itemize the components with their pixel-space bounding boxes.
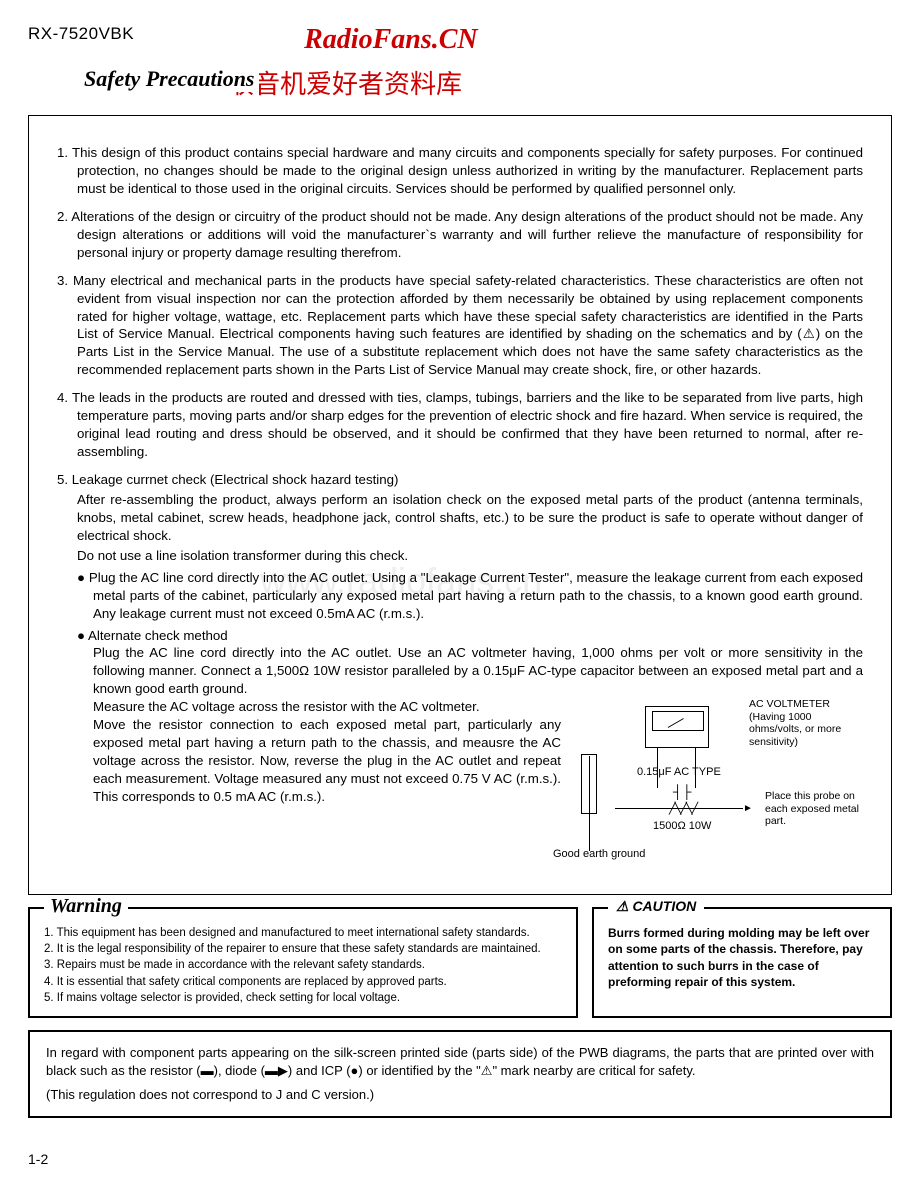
caution-text: Burrs formed during molding may be left …	[608, 925, 876, 990]
header-row: RX-7520VBK RadioFans.CN	[28, 24, 892, 56]
bullet2-body2: Measure the AC voltage across the resist…	[93, 699, 480, 714]
safety-item-4: 4. The leads in the products are routed …	[57, 389, 863, 461]
warning-item-4: 4. It is essential that safety critical …	[44, 974, 562, 990]
circuit-diagram: AC VOLTMETER (Having 1000 ohms/volts, or…	[573, 698, 863, 878]
warning-box: Warning 1. This equipment has been desig…	[28, 907, 578, 1017]
safety-item-5-body: After re-assembling the product, always …	[57, 491, 863, 545]
safety-item-2: 2. Alterations of the design or circuitr…	[57, 208, 863, 262]
safety-item-1: 1. This design of this product contains …	[57, 144, 863, 198]
capacitor-symbol: ┤├	[673, 784, 691, 799]
safety-item-5-note: Do not use a line isolation transformer …	[57, 547, 863, 565]
warning-title: Warning	[44, 895, 128, 918]
bottom-box: In regard with component parts appearing…	[28, 1030, 892, 1119]
safety-bullet-2-head: Alternate check method	[57, 627, 863, 645]
safety-item-5-head: 5. Leakage currnet check (Electrical sho…	[57, 471, 863, 489]
capacitor-label: 0.15μF AC TYPE	[637, 766, 721, 778]
safety-bullet-2-left: Measure the AC voltage across the resist…	[57, 698, 561, 878]
bottom-para-1: In regard with component parts appearing…	[46, 1044, 874, 1080]
warning-item-2: 2. It is the legal responsibility of the…	[44, 941, 562, 957]
resistor-label: 1500Ω 10W	[653, 820, 711, 832]
watermark-line2: 收音机爱好者资料库	[228, 64, 892, 101]
bottom-para-2: (This regulation does not correspond to …	[46, 1086, 874, 1104]
probe-arrow	[743, 802, 753, 814]
voltmeter-label: AC VOLTMETER (Having 1000 ohms/volts, or…	[749, 698, 859, 748]
watermark-line1: RadioFans.CN	[304, 24, 478, 56]
warning-caution-row: Warning 1. This equipment has been desig…	[28, 907, 892, 1017]
model-number: RX-7520VBK	[28, 24, 134, 44]
probe-label: Place this probe on each exposed metal p…	[765, 790, 861, 828]
warning-item-1: 1. This equipment has been designed and …	[44, 925, 562, 941]
safety-box: 1. This design of this product contains …	[28, 115, 892, 895]
bullet2-body3: Move the resistor connection to each exp…	[93, 717, 561, 804]
warning-item-5: 5. If mains voltage selector is provided…	[44, 990, 562, 1006]
caution-title: ⚠ CAUTION	[608, 898, 704, 915]
ground-label: Good earth ground	[553, 848, 645, 860]
safety-bullet-2-body1: Plug the AC line cord directly into the …	[57, 644, 863, 698]
two-col-row: Measure the AC voltage across the resist…	[57, 698, 863, 878]
voltmeter-box	[645, 706, 709, 748]
caution-box: ⚠ CAUTION Burrs formed during molding ma…	[592, 907, 892, 1017]
safety-bullet-1: Plug the AC line cord directly into the …	[57, 569, 863, 623]
safety-item-3: 3. Many electrical and mechanical parts …	[57, 272, 863, 380]
safety-title: Safety Precautions	[80, 66, 259, 92]
page-number: 1-2	[28, 1151, 48, 1167]
warning-list: 1. This equipment has been designed and …	[44, 925, 562, 1005]
warning-item-3: 3. Repairs must be made in accordance wi…	[44, 957, 562, 973]
